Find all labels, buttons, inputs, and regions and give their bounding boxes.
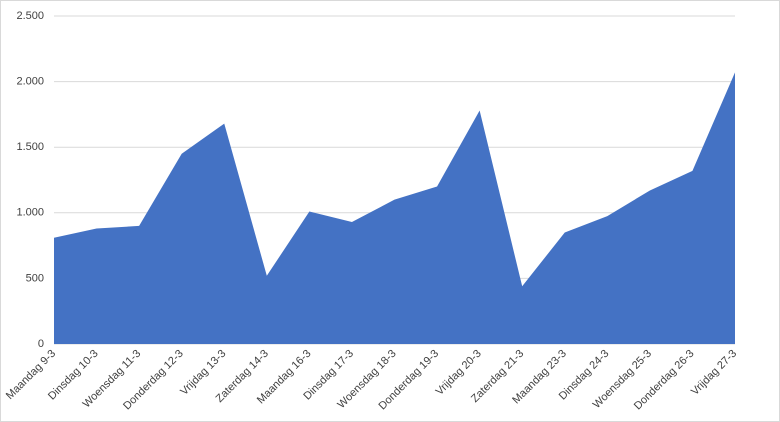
y-tick-label: 2.000	[16, 76, 44, 88]
y-tick-label: 1.500	[16, 141, 44, 153]
area	[54, 72, 735, 344]
y-tick-label: 1.000	[16, 207, 44, 219]
y-tick-label: 500	[26, 272, 44, 284]
y-tick-label: 2.500	[16, 10, 44, 22]
y-tick-label: 0	[38, 338, 44, 350]
